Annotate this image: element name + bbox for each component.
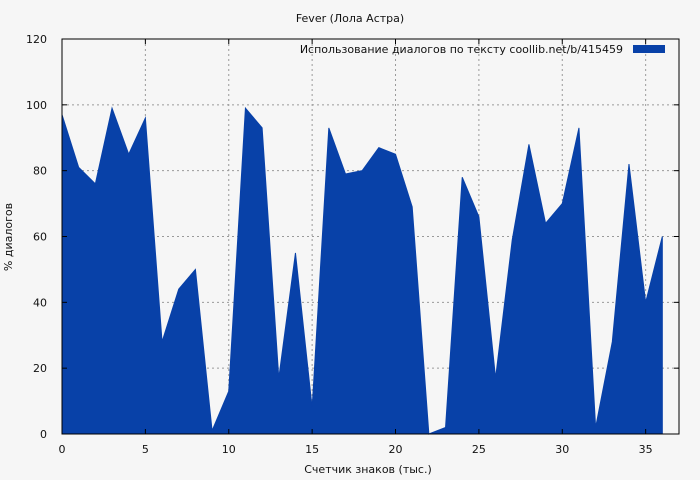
- x-tick-label: 35: [639, 443, 653, 456]
- x-axis-label: Счетчик знаков (тыс.): [304, 463, 432, 476]
- x-tick-label: 25: [472, 443, 486, 456]
- y-tick-label: 20: [33, 362, 47, 375]
- usage-area-series: [61, 106, 663, 435]
- x-tick-label: 0: [59, 443, 66, 456]
- y-axis-label: % диалогов: [2, 203, 15, 271]
- x-tick-label: 30: [555, 443, 569, 456]
- x-tick-label: 15: [305, 443, 319, 456]
- legend-label: Использование диалогов по тексту coollib…: [300, 43, 623, 56]
- chart-title: Fever (Лола Астра): [296, 12, 404, 25]
- x-tick-label: 20: [389, 443, 403, 456]
- x-tick-label: 5: [142, 443, 149, 456]
- y-tick-label: 60: [33, 231, 47, 244]
- y-tick-label: 100: [26, 99, 47, 112]
- legend-swatch: [633, 45, 665, 53]
- y-tick-label: 80: [33, 165, 47, 178]
- y-tick-label: 120: [26, 33, 47, 46]
- x-tick-label: 10: [222, 443, 236, 456]
- y-tick-label: 40: [33, 296, 47, 309]
- y-tick-label: 0: [40, 428, 47, 441]
